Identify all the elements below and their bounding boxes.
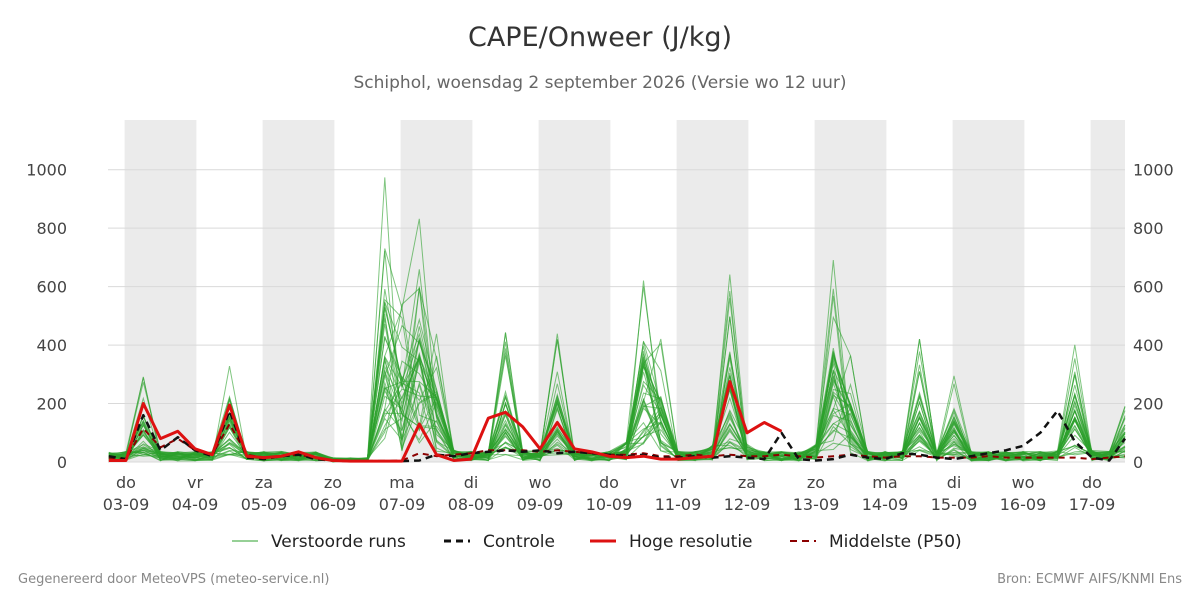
x-tick-day: di	[464, 473, 479, 492]
y-tick-label-right: 400	[1133, 336, 1164, 355]
x-tick-date: 16-09	[1000, 495, 1047, 514]
x-tick-date: 09-09	[517, 495, 564, 514]
x-tick-day: do	[116, 473, 136, 492]
shaded-day-17-09	[1090, 120, 1125, 462]
y-tick-label-left: 200	[36, 395, 67, 414]
x-tick-day: di	[947, 473, 962, 492]
x-tick-date: 04-09	[172, 495, 219, 514]
chart-subtitle: Schiphol, woensdag 2 september 2026 (Ver…	[353, 73, 847, 93]
x-tick-day: wo	[529, 473, 552, 492]
x-tick-day: do	[599, 473, 619, 492]
axis-labels: 0 0 200 200 400 400 600 600 800 800 1000 1000 do 03-0…	[26, 161, 1173, 514]
x-tick-day: wo	[1012, 473, 1035, 492]
x-tick-date: 03-09	[103, 495, 150, 514]
y-tick-label-right: 600	[1133, 278, 1164, 297]
y-tick-label-left: 0	[57, 453, 67, 472]
x-tick-date: 07-09	[379, 495, 426, 514]
ensemble-run-line	[108, 337, 1126, 462]
chart-title: CAPE/Onweer (J/kg)	[467, 22, 732, 53]
x-tick-date: 17-09	[1069, 495, 1116, 514]
x-tick-date: 13-09	[793, 495, 840, 514]
legend: Verstoorde runs Controle Hoge resolutie Mid…	[232, 532, 962, 552]
x-tick-day: vr	[187, 473, 203, 492]
legend-label-median: Middelste (P50)	[829, 532, 962, 552]
y-tick-label-right: 200	[1133, 395, 1164, 414]
day-shading	[124, 120, 1125, 462]
x-tick-day: do	[1082, 473, 1102, 492]
x-tick-date: 08-09	[448, 495, 495, 514]
x-tick-date: 11-09	[655, 495, 702, 514]
ensemble-run-line	[108, 352, 1126, 463]
y-tick-label-right: 1000	[1133, 161, 1174, 180]
series-line-high_res	[108, 380, 783, 463]
x-tick-day: vr	[670, 473, 686, 492]
x-tick-date: 15-09	[931, 495, 978, 514]
y-tick-label-right: 800	[1133, 219, 1164, 238]
x-tick-date: 12-09	[724, 495, 771, 514]
x-tick-date: 06-09	[310, 495, 357, 514]
footer-generator: Gegenereerd door MeteoVPS (meteo-service…	[18, 572, 330, 587]
x-tick-day: zo	[324, 473, 342, 492]
footer-source: Bron: ECMWF AIFS/KNMI Ens	[997, 572, 1182, 587]
x-tick-day: ma	[872, 473, 897, 492]
x-tick-date: 14-09	[862, 495, 909, 514]
x-tick-day: za	[738, 473, 756, 492]
x-tick-day: ma	[389, 473, 414, 492]
grid-lines	[108, 169, 1125, 463]
main-series	[108, 380, 1127, 463]
x-tick-day: za	[255, 473, 273, 492]
x-tick-date: 10-09	[586, 495, 633, 514]
y-tick-label-left: 400	[36, 336, 67, 355]
legend-label-control: Controle	[483, 532, 555, 552]
legend-label-high_res: Hoge resolutie	[629, 532, 753, 552]
y-tick-label-right: 0	[1133, 453, 1143, 472]
y-tick-label-left: 1000	[26, 161, 67, 180]
x-tick-day: zo	[807, 473, 825, 492]
shaded-day-05-09	[262, 120, 335, 462]
y-tick-label-left: 600	[36, 278, 67, 297]
x-tick-date: 05-09	[241, 495, 288, 514]
legend-label-ensemble: Verstoorde runs	[271, 532, 406, 552]
y-tick-label-left: 800	[36, 219, 67, 238]
shaded-day-15-09	[952, 120, 1025, 462]
